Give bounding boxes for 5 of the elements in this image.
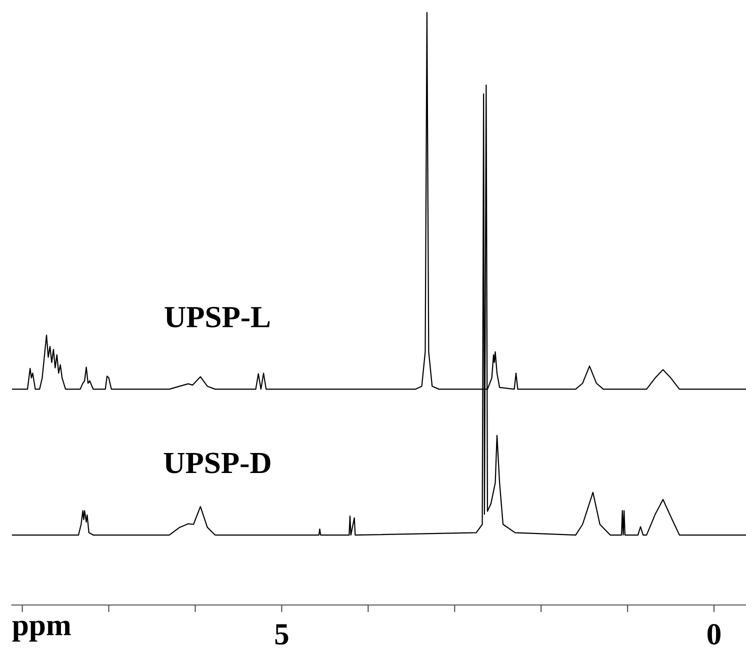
series-label: UPSP-D: [164, 452, 270, 474]
x-tick-label: 0: [708, 624, 720, 645]
series-label: UPSP-L: [164, 306, 270, 328]
x-tick-label: 5: [275, 624, 288, 645]
x-axis-title: ppm: [12, 620, 71, 642]
